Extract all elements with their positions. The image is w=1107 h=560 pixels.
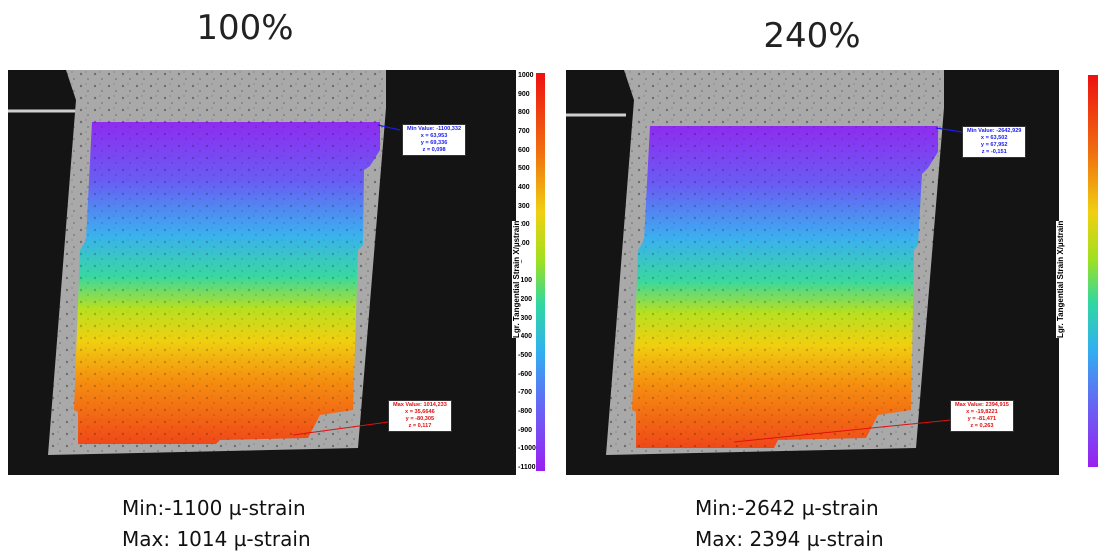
caption-min: Min:-1100 µ-strain [122,496,306,520]
colorbar-tick-label: -500 [518,352,533,359]
colorbar-title: Lgr. Tangential Strain X/µstrain [512,220,521,338]
strain-map-image: 2000150010005000-500-1000-1500-2000-2500… [566,70,1102,475]
colorbar-tick-label: 900 [518,90,530,98]
min-x-text: x = 63,502 [980,135,1008,141]
min-y-text: y = 69,336 [420,140,448,146]
min-value-text: Min Value: -2642,929 [967,128,1022,134]
colorbar-title: Lgr. Tangential Strain X/µstrain [1056,220,1065,338]
colorbar-tick-label: -1100 [518,464,536,471]
min-value-text: Min Value: -1100,332 [407,126,462,132]
colorbar-tick-label: -600 [518,370,533,378]
colorbar-tick-label: -900 [518,426,533,434]
panel-title: 240% [763,16,861,56]
caption-min: Min:-2642 µ-strain [695,496,879,520]
max-z-text: z = 0,263 [970,423,994,429]
colorbar-tick-label: 200 [518,221,530,229]
colorbar-tick-label: 700 [518,128,530,135]
caption-max: Max: 1014 µ-strain [122,527,311,551]
colorbar-tick-label: 1000 [518,72,534,79]
colorbar-tick-label: -300 [518,314,533,322]
colorbar-tick-label: -1000 [518,445,536,453]
colorbar-tick-label: 300 [518,202,530,210]
colorbar-background [516,70,552,475]
max-value-box: Max Value: 2394,915 x = -19,8221 y = -81… [950,400,1014,432]
min-z-text: z = 0,098 [422,147,446,153]
panel-title: 100% [196,8,294,48]
min-x-text: x = 63,953 [420,133,448,139]
min-z-text: z = -0,151 [981,149,1007,155]
max-x-text: x = 35,6646 [405,409,435,415]
colorbar-tick-label: -800 [518,408,533,415]
max-z-text: z = 0,117 [408,423,432,429]
colorbar-tick-label: -100 [518,277,533,285]
panel-caption: Min:-1100 µ-strain Max: 1014 µ-strain [122,493,311,555]
strain-map-image: 10009008007006005004003002001000-100-200… [8,70,552,475]
max-leader-line [292,421,389,436]
max-value-text: Max Value: 2394,915 [955,402,1009,408]
min-leader-line [935,127,963,133]
max-value-text: Max Value: 1014,233 [393,402,447,408]
max-y-text: y = -80,305 [405,416,435,422]
min-y-text: y = 67,952 [980,142,1008,148]
min-value-box: Min Value: -2642,929 x = 63,502 y = 67,9… [962,126,1027,158]
colorbar-tick-label: -400 [518,333,533,341]
min-leader-line [377,124,401,131]
colorbar-tick-label: 800 [518,109,530,117]
max-leader-line [733,419,952,443]
max-y-text: y = -81,471 [967,416,997,422]
colorbar-tick-label: -200 [518,296,533,303]
colorbar-tick-label: 600 [518,146,530,154]
max-x-text: x = -19,8221 [966,409,998,415]
colorbar-tick-label: -700 [518,389,533,397]
caption-max: Max: 2394 µ-strain [695,527,884,551]
min-value-box: Min Value: -1100,332 x = 63,953 y = 69,3… [402,124,467,156]
colorbar-tick-label: 400 [518,184,530,191]
max-value-box: Max Value: 1014,233 x = 35,6646 y = -80,… [388,400,452,432]
panel-caption: Min:-2642 µ-strain Max: 2394 µ-strain [695,493,884,555]
colorbar-tick-label: 500 [518,165,530,173]
colorbar [1088,75,1098,467]
colorbar-tick-label: 100 [518,240,530,247]
colorbar [536,73,545,471]
